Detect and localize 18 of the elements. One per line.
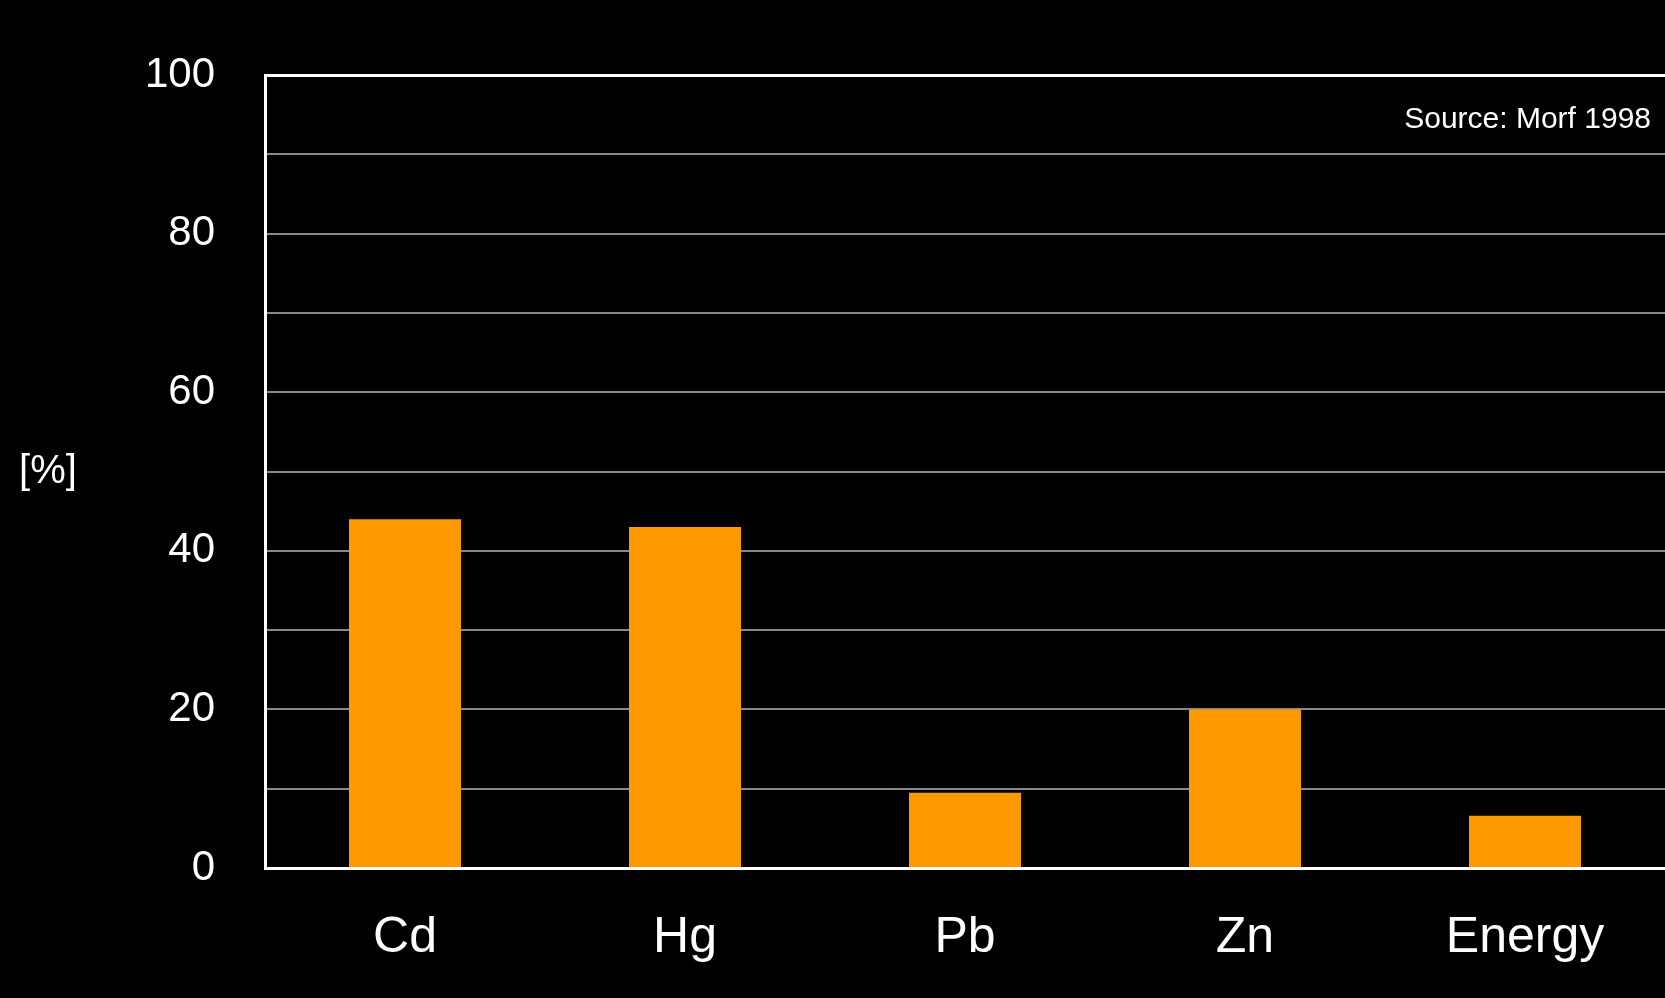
x-tick-label: Hg: [653, 906, 717, 963]
x-tick-label: Pb: [934, 906, 996, 963]
y-tick-label: 100: [144, 48, 215, 96]
annotation: Source: Morf 1998: [1404, 101, 1651, 135]
y-tick-label: 0: [191, 841, 215, 889]
y-tick-label: 20: [168, 683, 215, 731]
bar: [1469, 815, 1581, 867]
y-axis-title: [%]: [19, 446, 77, 491]
y-tick-label: 60: [168, 365, 215, 413]
x-tick-label: Energy: [1445, 906, 1605, 963]
bar: [909, 792, 1021, 867]
y-tick-label: 80: [168, 207, 215, 255]
bar: [349, 519, 461, 867]
bar: [1189, 709, 1301, 867]
x-tick-label: Cd: [373, 906, 437, 963]
bar: [629, 527, 741, 867]
y-tick-label: 40: [168, 524, 215, 572]
x-tick-label: Zn: [1215, 906, 1275, 963]
